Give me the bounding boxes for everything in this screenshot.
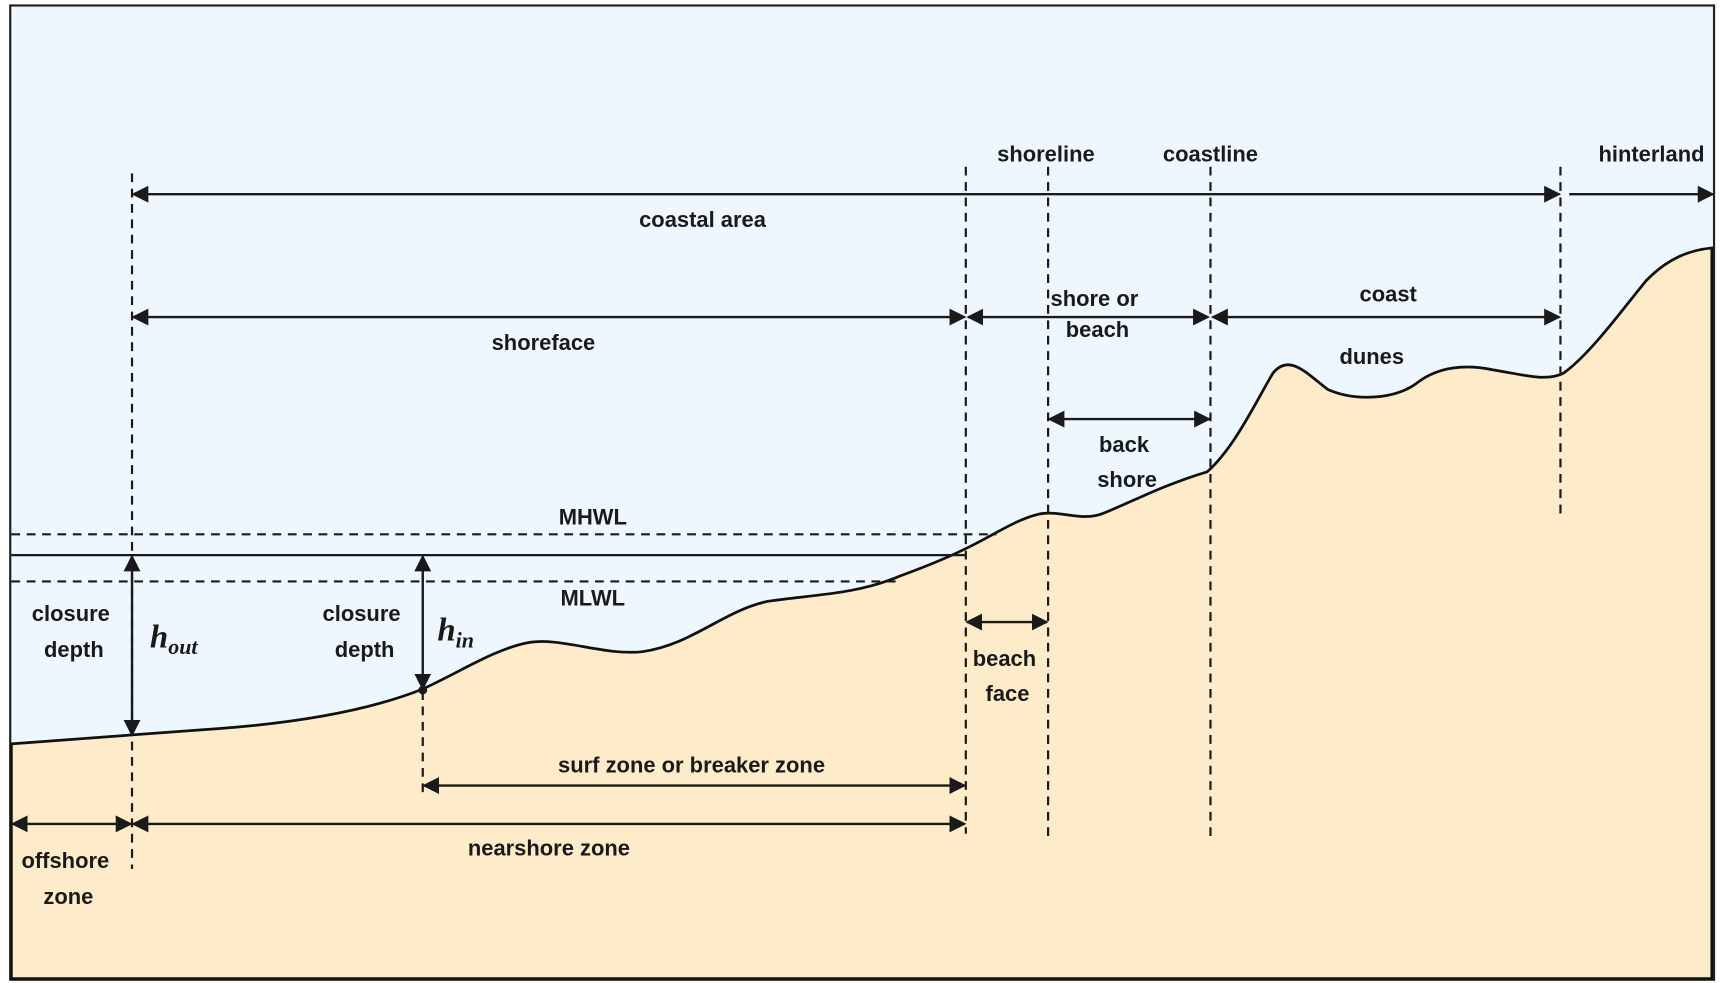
- label-line: beach: [1066, 317, 1129, 342]
- label-line: depth: [44, 637, 104, 662]
- page: {"labels": { "shoreline": "shoreline", "…: [0, 0, 1721, 983]
- label: shoreface: [492, 330, 596, 355]
- label: coast: [1360, 282, 1418, 307]
- label: surf zone or breaker zone: [558, 752, 825, 777]
- label-line: closure: [32, 601, 110, 626]
- label-line: face: [986, 681, 1030, 706]
- label-line: closure: [323, 601, 401, 626]
- label-line: depth: [335, 637, 395, 662]
- label: shoreline: [997, 141, 1095, 166]
- label: nearshore zone: [468, 836, 630, 861]
- label: MHWL: [559, 504, 627, 529]
- symbol-sub: in: [456, 627, 474, 652]
- symbol-sub: out: [168, 634, 198, 659]
- label-line: back: [1099, 432, 1150, 457]
- symbol-base: h: [437, 613, 455, 649]
- point: [418, 686, 427, 695]
- label-line: shore or: [1051, 286, 1139, 311]
- label: hinterland: [1598, 141, 1704, 166]
- label-line: shore: [1097, 467, 1157, 492]
- label: coastal area: [639, 207, 767, 232]
- symbol-base: h: [150, 619, 168, 655]
- label: coastline: [1163, 141, 1258, 166]
- label-line: offshore: [21, 848, 109, 873]
- label-line: beach: [973, 646, 1036, 671]
- coastal-profile-diagram: shoreline coastline hinterland coastal a…: [0, 0, 1721, 983]
- label: MLWL: [561, 586, 626, 611]
- label-line: zone: [43, 884, 93, 909]
- label: dunes: [1339, 344, 1404, 369]
